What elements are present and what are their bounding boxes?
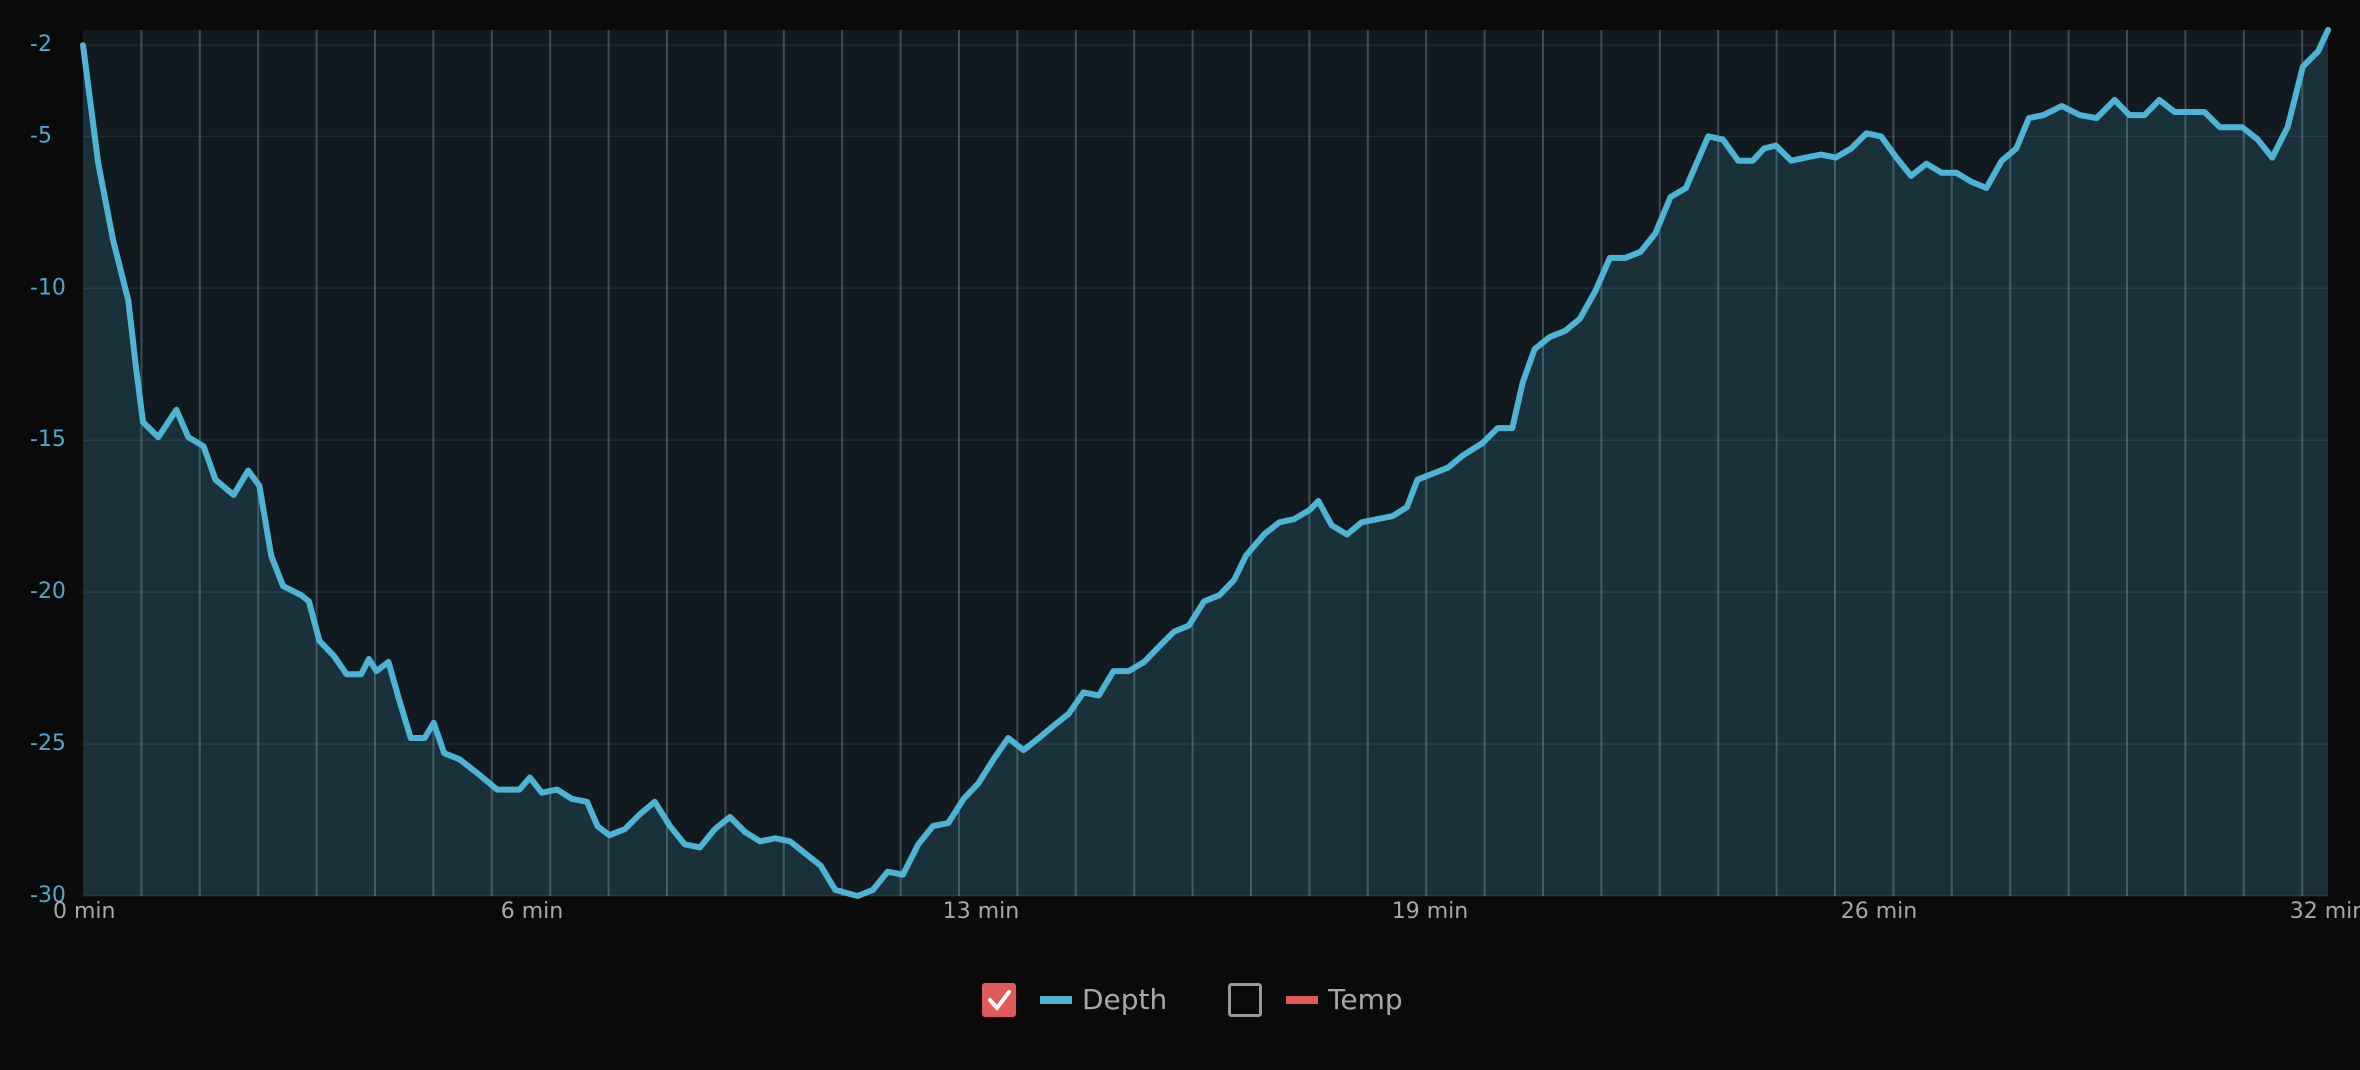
y-tick-label: -5 bbox=[30, 123, 52, 148]
y-tick-label: -30 bbox=[30, 883, 66, 908]
time-stripes bbox=[83, 30, 2328, 897]
y-tick-label: -15 bbox=[30, 427, 66, 452]
x-tick-label: 13 min bbox=[943, 899, 1019, 924]
legend-checkbox[interactable] bbox=[982, 983, 1016, 1017]
legend-label: Temp bbox=[1327, 983, 1403, 1016]
y-tick-label: -10 bbox=[30, 275, 66, 300]
x-tick-label: 6 min bbox=[501, 899, 563, 924]
legend-item[interactable]: Temp bbox=[1228, 983, 1403, 1017]
depth-line bbox=[80, 27, 2331, 899]
legend-item[interactable]: Depth bbox=[982, 983, 1167, 1017]
depth-area bbox=[83, 30, 2328, 896]
y-tick-label: -25 bbox=[30, 731, 66, 756]
check-mark bbox=[988, 990, 1011, 1012]
x-tick-label: 19 min bbox=[1392, 899, 1468, 924]
x-tick-label: 32 min bbox=[2290, 899, 2360, 924]
y-tick-label: -20 bbox=[30, 579, 66, 604]
legend-checkbox[interactable] bbox=[1228, 983, 1262, 1017]
x-tick-label: 0 min bbox=[53, 899, 115, 924]
y-tick-label: -2 bbox=[30, 32, 52, 57]
plot-layer bbox=[80, 27, 2331, 899]
legend-swatch bbox=[1286, 996, 1318, 1004]
legend-swatch bbox=[1040, 996, 1072, 1004]
x-tick-label: 26 min bbox=[1841, 899, 1917, 924]
legend-label: Depth bbox=[1082, 983, 1167, 1016]
